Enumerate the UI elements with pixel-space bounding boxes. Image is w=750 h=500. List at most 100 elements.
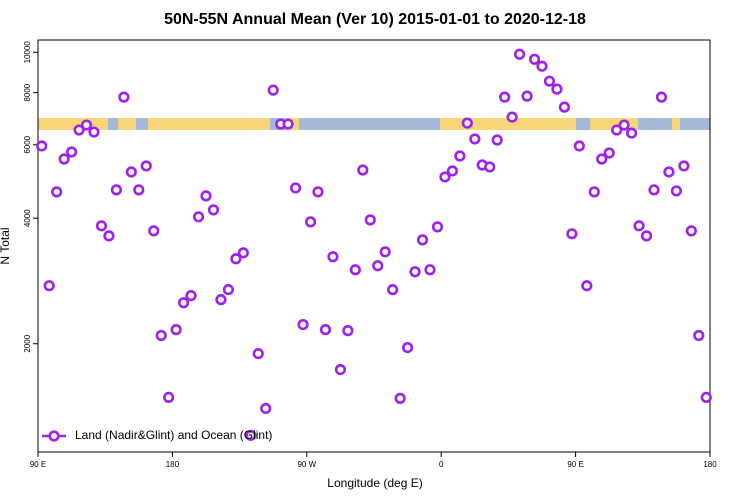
- point: [170, 324, 182, 336]
- point: [506, 111, 518, 123]
- point: [603, 147, 615, 159]
- point: [222, 284, 234, 296]
- point: [670, 185, 683, 197]
- point: [252, 347, 264, 360]
- point: [245, 429, 257, 441]
- x-tick-label: 90 E: [567, 460, 583, 469]
- point: [103, 230, 115, 242]
- point: [596, 153, 608, 165]
- point: [312, 186, 324, 198]
- point: [693, 329, 705, 342]
- point: [416, 234, 429, 246]
- point: [215, 294, 227, 306]
- y-tick-label: 10000: [23, 41, 32, 64]
- point: [148, 225, 160, 237]
- point: [58, 153, 70, 165]
- point: [491, 134, 503, 146]
- legend-marker: [48, 430, 60, 442]
- point: [536, 60, 548, 72]
- point: [454, 150, 466, 162]
- point: [558, 101, 571, 113]
- point: [461, 117, 473, 129]
- point: [640, 230, 653, 242]
- point: [372, 260, 384, 272]
- point: [484, 161, 496, 173]
- x-tick-label: 90 W: [297, 460, 316, 469]
- point: [566, 228, 578, 240]
- point: [431, 221, 444, 233]
- point: [36, 140, 48, 152]
- point: [700, 391, 712, 404]
- point: [334, 363, 347, 376]
- point: [260, 402, 272, 415]
- point: [394, 392, 406, 404]
- point: [678, 160, 690, 172]
- point: [207, 204, 220, 216]
- point: [685, 225, 697, 237]
- point: [163, 391, 175, 404]
- x-tick-label: 0: [439, 460, 444, 469]
- y-tick-label: 4000: [23, 209, 32, 227]
- x-tick-label: 180: [166, 460, 180, 469]
- point: [290, 182, 302, 194]
- point: [342, 325, 354, 337]
- point: [155, 329, 167, 342]
- point: [65, 146, 78, 158]
- point: [364, 214, 376, 226]
- y-tick-label: 8000: [23, 83, 32, 101]
- point: [387, 284, 399, 296]
- point: [588, 186, 600, 198]
- point: [118, 91, 130, 103]
- point: [499, 91, 511, 103]
- point: [192, 211, 205, 223]
- point: [521, 90, 533, 102]
- legend-label: Land (Nadir&Glint) and Ocean (Glint): [75, 428, 272, 442]
- point: [43, 280, 55, 292]
- y-tick-label: 6000: [23, 135, 32, 153]
- point: [88, 126, 100, 138]
- point: [327, 251, 339, 263]
- point: [237, 247, 249, 259]
- point: [282, 118, 294, 130]
- x-tick-label: 90 E: [30, 460, 46, 469]
- point: [297, 318, 309, 331]
- x-axis-label: Longitude (deg E): [327, 476, 422, 490]
- point: [125, 166, 137, 178]
- point: [611, 124, 623, 136]
- point: [573, 140, 585, 152]
- point: [625, 127, 638, 139]
- point: [349, 264, 361, 276]
- point: [73, 124, 85, 136]
- chart-title: 50N-55N Annual Mean (Ver 10) 2015-01-01 …: [164, 11, 586, 28]
- point: [357, 164, 369, 176]
- point: [185, 289, 197, 302]
- point: [655, 91, 668, 103]
- y-axis-label: N Total: [0, 227, 12, 264]
- point: [51, 186, 63, 198]
- point: [267, 84, 279, 96]
- point: [446, 165, 459, 177]
- point: [140, 160, 152, 172]
- point: [409, 266, 421, 278]
- point: [543, 75, 556, 87]
- point: [200, 190, 212, 202]
- point: [551, 83, 563, 95]
- point: [663, 166, 675, 178]
- point: [304, 216, 317, 228]
- map-strip: [38, 118, 710, 130]
- x-tick-label: 180: [703, 460, 717, 469]
- point: [379, 246, 391, 258]
- point: [648, 184, 660, 196]
- point: [618, 119, 630, 131]
- point: [469, 133, 481, 145]
- point: [402, 341, 414, 354]
- point: [528, 53, 541, 65]
- point: [439, 171, 451, 183]
- point: [133, 184, 145, 196]
- point: [319, 324, 332, 336]
- point: [80, 119, 93, 131]
- point: [581, 280, 593, 292]
- point: [230, 253, 242, 265]
- point: [633, 220, 645, 232]
